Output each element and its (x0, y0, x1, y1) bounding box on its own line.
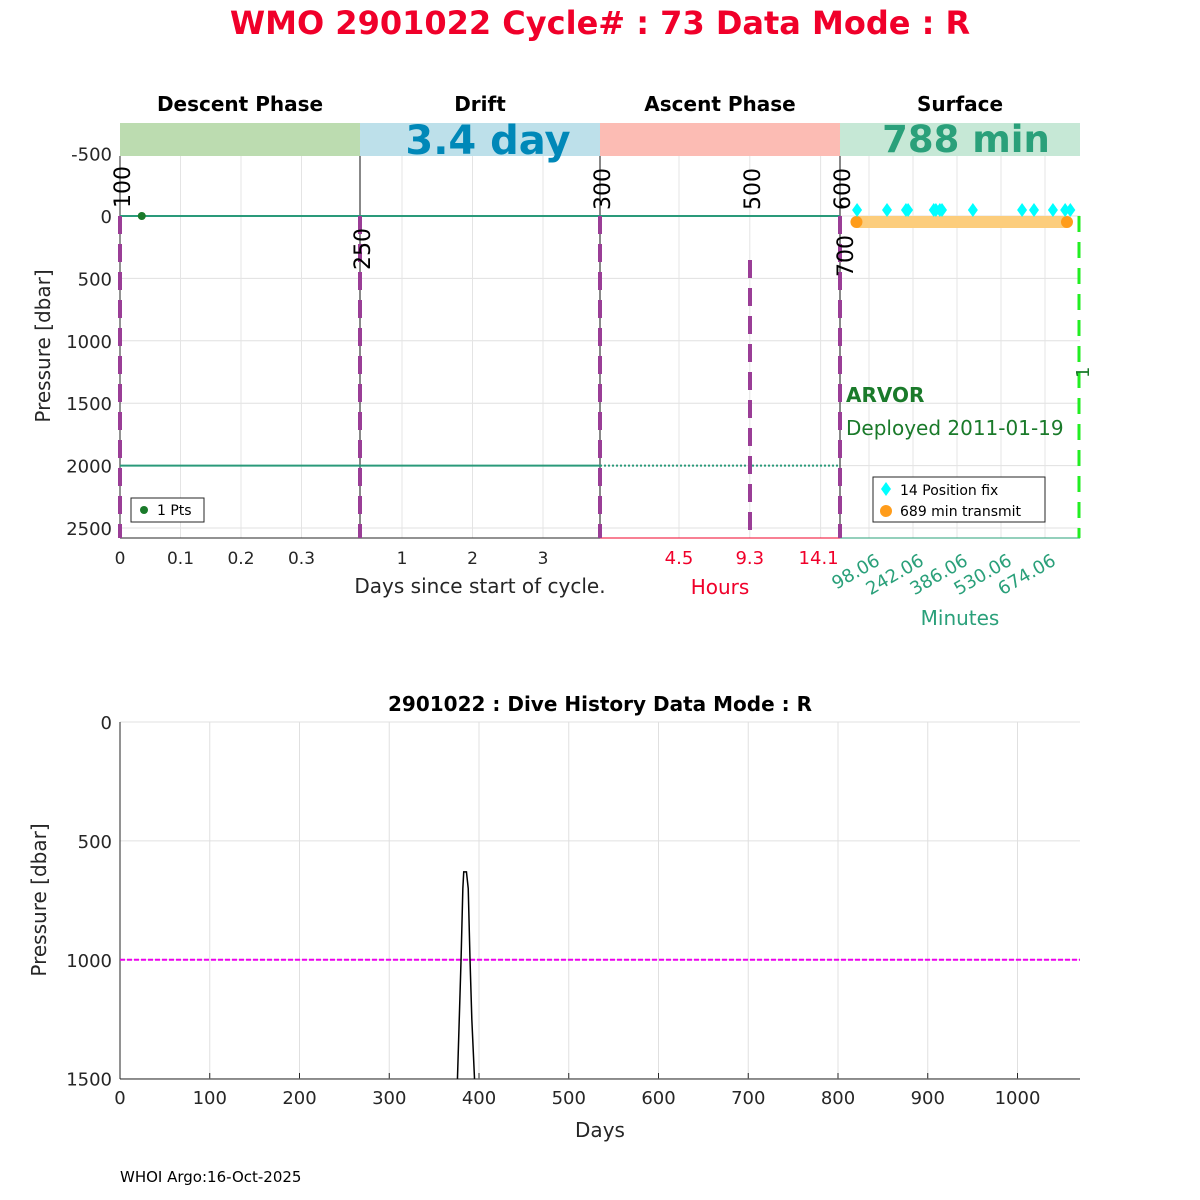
legend-position-fix-label: 14 Position fix (900, 483, 998, 499)
dive-trace (456, 871, 476, 1079)
x-tick-label-hours: 14.1 (799, 548, 839, 569)
transmit-point (850, 216, 863, 228)
position-fix-marker (852, 203, 863, 217)
x-tick-label: 500 (552, 1088, 586, 1109)
descent-point (137, 212, 146, 220)
x-tick-label: 700 (731, 1088, 765, 1109)
y-tick-label: 1000 (66, 332, 112, 353)
phase-banner-0 (120, 123, 360, 156)
y-tick-label: 1500 (66, 394, 112, 415)
x-axis-label-days: Days since start of cycle. (354, 574, 605, 598)
x-axis-label: Days (575, 1118, 625, 1142)
legend-transmit-icon (880, 505, 892, 517)
position-fix-marker (1017, 203, 1028, 217)
y-tick-label: 500 (78, 832, 112, 853)
x-tick-label: 900 (911, 1088, 945, 1109)
depth-marker-label: 600 (831, 168, 856, 210)
x-tick-label: 600 (641, 1088, 675, 1109)
x-tick-label: 300 (372, 1088, 406, 1109)
position-fix-marker (1047, 203, 1058, 217)
x-tick-label-days: 0.1 (167, 549, 194, 569)
position-fix-marker (967, 203, 978, 217)
y-axis-label: Pressure [dbar] (27, 823, 51, 976)
legend-surface-box (872, 476, 1046, 523)
legend-transmit-label: 689 min transmit (900, 504, 1022, 520)
phase-label: Surface (917, 92, 1003, 116)
depth-marker-label: 100 (111, 166, 136, 208)
depth-marker-label: 250 (351, 228, 376, 270)
y-tick-label: 2500 (66, 519, 112, 540)
x-tick-label: 200 (282, 1088, 316, 1109)
x-tick-label: 0 (114, 1088, 125, 1109)
float-type-label: ARVOR (846, 383, 924, 407)
dive-history-title: 2901022 : Dive History Data Mode : R (388, 692, 812, 716)
figure-title: WMO 2901022 Cycle# : 73 Data Mode : R (230, 4, 970, 42)
surface-depth-label: 100m (1073, 326, 1094, 378)
legend-position-fix-icon (881, 482, 891, 496)
phase-banner-3 (840, 123, 1080, 156)
phase-label: Ascent Phase (644, 92, 795, 116)
position-fix-marker (903, 203, 914, 217)
x-tick-label-days: 0 (115, 549, 126, 569)
y-axis-label: Pressure [dbar] (31, 269, 55, 422)
position-fix-marker (882, 203, 893, 217)
x-tick-label-days: 0.3 (288, 549, 315, 569)
drift-duration: 3.4 day (405, 118, 570, 164)
x-tick-label: 400 (462, 1088, 496, 1109)
phase-banner-2 (600, 123, 840, 156)
legend-descent-label: 1 Pts (157, 503, 192, 519)
x-tick-label-days: 1 (397, 549, 408, 569)
x-tick-label-hours: 4.5 (665, 548, 694, 569)
y-tick-label: 0 (101, 713, 112, 734)
x-axis-label-minutes: Minutes (921, 606, 1000, 630)
phase-label: Descent Phase (157, 92, 323, 116)
x-tick-label-days: 2 (467, 549, 478, 569)
position-fix-marker (937, 203, 948, 217)
x-tick-label: 800 (821, 1088, 855, 1109)
legend-descent-marker (140, 506, 148, 514)
y-tick-label: 1500 (66, 1070, 112, 1091)
y-tick-label: 0 (101, 207, 112, 228)
x-tick-label: 100 (193, 1088, 227, 1109)
y-tick-label: 1000 (66, 951, 112, 972)
position-fix-marker (1060, 203, 1071, 217)
x-tick-label-days: 3 (538, 549, 549, 569)
phase-banner-1 (360, 123, 600, 156)
depth-marker-label: 700 (834, 235, 859, 277)
transmit-point (1060, 216, 1073, 228)
deployed-date-label: Deployed 2011-01-19 (846, 416, 1064, 440)
x-tick-label-days: 0.2 (227, 549, 254, 569)
surface-duration: 788 min (882, 118, 1050, 161)
depth-marker-label: 300 (591, 168, 616, 210)
dive-history-plot: 0 100 200 300 400 500 600 700 800 900 1000 0 500 1000… (27, 692, 1080, 1142)
y-tick-label: -500 (71, 145, 112, 166)
x-tick-label-hours: 9.3 (735, 548, 764, 569)
footer-credit: WHOI Argo:16-Oct-2025 (120, 1168, 301, 1186)
position-fix-marker (1065, 203, 1076, 217)
phase-label: Drift (454, 92, 506, 116)
x-axis-label-hours: Hours (691, 575, 750, 599)
depth-marker-label: 500 (741, 168, 766, 210)
y-tick-label: 2000 (66, 457, 112, 478)
y-tick-label: 500 (78, 269, 112, 290)
position-fix-marker (1028, 203, 1039, 217)
x-tick-label: 1000 (995, 1088, 1041, 1109)
